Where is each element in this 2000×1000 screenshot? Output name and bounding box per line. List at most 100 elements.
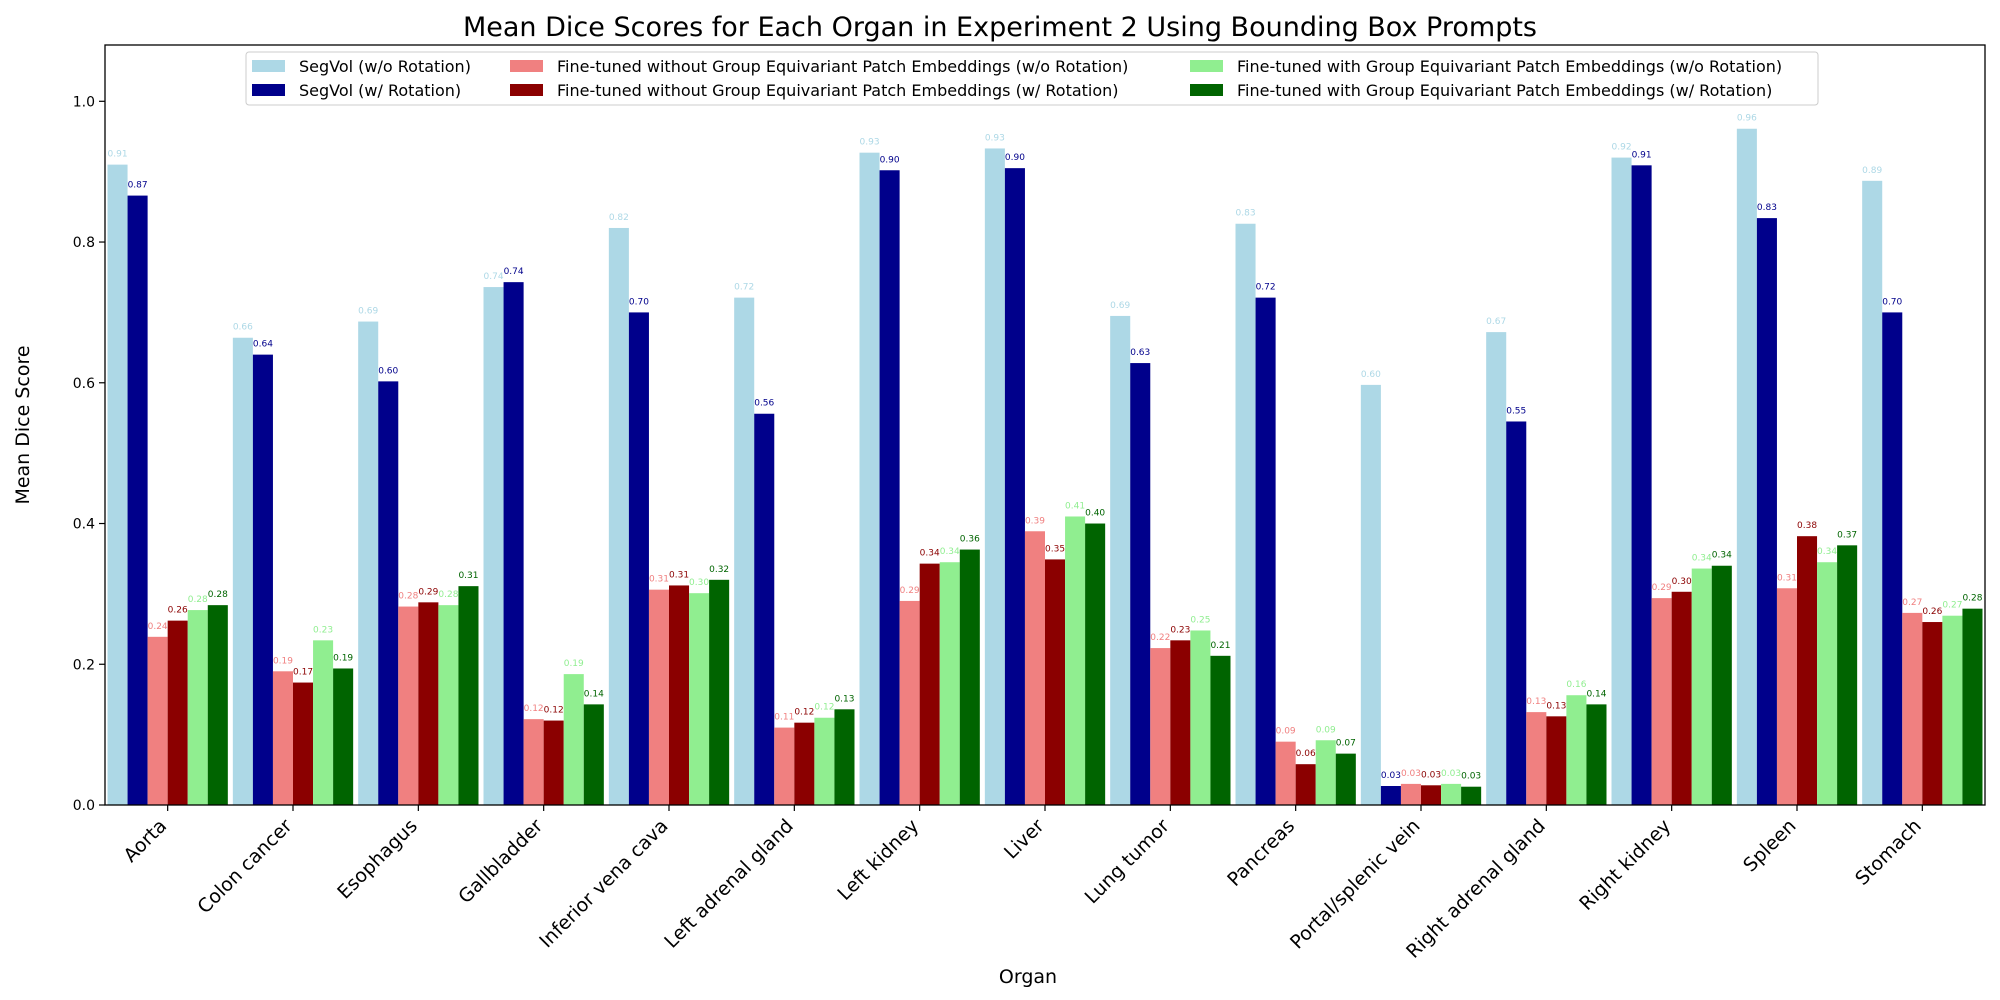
data-label: 0.24 <box>148 622 168 632</box>
bar <box>1691 568 1712 805</box>
bar <box>794 722 815 805</box>
bar <box>1942 615 1963 805</box>
bar <box>1461 786 1482 805</box>
data-label: 0.63 <box>1130 348 1150 358</box>
bar <box>313 640 334 805</box>
data-label: 0.36 <box>960 535 980 545</box>
bar <box>378 381 399 805</box>
y-tick-label: 1.0 <box>73 94 95 110</box>
data-label: 0.74 <box>504 267 524 277</box>
data-label: 0.91 <box>1632 150 1652 160</box>
bar <box>1295 764 1316 805</box>
data-label: 0.03 <box>1401 769 1421 779</box>
bar <box>418 602 439 805</box>
data-label: 0.21 <box>1210 641 1230 651</box>
bar <box>1130 363 1151 805</box>
data-label: 0.64 <box>253 340 273 350</box>
bar <box>523 719 544 805</box>
bar <box>543 720 564 805</box>
bar <box>1837 545 1858 805</box>
bar <box>899 600 920 805</box>
bar <box>1024 531 1045 805</box>
data-label: 0.89 <box>1862 166 1882 176</box>
x-tick-label: Spleen <box>1739 815 1800 876</box>
bar <box>984 148 1005 805</box>
data-label: 0.28 <box>208 590 228 600</box>
x-tick-label: Left adrenal gland <box>660 815 798 953</box>
data-label: 0.17 <box>293 668 313 678</box>
data-label: 0.72 <box>1256 283 1276 293</box>
bar <box>1235 223 1256 806</box>
x-tick-label: Liver <box>1000 815 1049 864</box>
bar <box>293 682 314 805</box>
legend-entry: Fine-tuned without Group Equivariant Pat… <box>557 81 1119 100</box>
bar <box>1882 312 1903 805</box>
bar <box>398 606 419 805</box>
data-label: 0.34 <box>1817 547 1837 557</box>
y-tick-label: 0.6 <box>73 376 95 392</box>
legend-swatch <box>1190 60 1223 72</box>
data-label: 0.34 <box>940 547 960 557</box>
data-label: 0.37 <box>1837 530 1857 540</box>
data-label: 0.09 <box>1316 725 1336 735</box>
data-label: 0.32 <box>709 565 729 575</box>
bar <box>1045 559 1066 805</box>
bar <box>1586 704 1607 805</box>
bar <box>1506 421 1527 805</box>
data-label: 0.34 <box>1692 554 1712 564</box>
bar <box>939 562 960 805</box>
data-label: 0.26 <box>1922 607 1942 617</box>
data-label: 0.70 <box>1882 297 1902 307</box>
data-label: 0.28 <box>398 592 418 602</box>
x-tick-label: Right adrenal gland <box>1402 815 1550 963</box>
bar <box>1335 753 1356 805</box>
data-label: 0.12 <box>544 706 564 716</box>
data-label: 0.16 <box>1566 680 1586 690</box>
data-label: 0.31 <box>649 575 669 585</box>
legend-swatch <box>252 84 285 96</box>
bar <box>107 164 128 805</box>
bar <box>1817 562 1838 805</box>
bar <box>709 579 730 805</box>
bar <box>1611 157 1632 805</box>
data-label: 0.13 <box>834 694 854 704</box>
data-label: 0.30 <box>689 578 709 588</box>
data-label: 0.30 <box>1672 577 1692 587</box>
data-label: 0.19 <box>333 653 353 663</box>
bar <box>1862 180 1883 805</box>
data-label: 0.69 <box>358 307 378 317</box>
data-label: 0.74 <box>484 272 504 282</box>
legend-entry: SegVol (w/o Rotation) <box>299 57 471 76</box>
data-label: 0.70 <box>629 297 649 307</box>
bar <box>563 674 584 805</box>
x-tick-label: Esophagus <box>333 815 422 904</box>
bar <box>1711 565 1732 805</box>
data-label: 0.34 <box>920 549 940 559</box>
data-label: 0.14 <box>584 689 604 699</box>
plot-frame <box>104 44 1986 806</box>
bar <box>734 297 755 805</box>
bar <box>1902 612 1923 805</box>
legend-entry: Fine-tuned with Group Equivariant Patch … <box>1237 81 1772 100</box>
data-label: 0.31 <box>458 571 478 581</box>
bar <box>1651 598 1672 805</box>
bar <box>583 704 604 805</box>
x-tick-label: Gallbladder <box>454 815 547 908</box>
data-label: 0.66 <box>233 323 253 333</box>
bar <box>1566 695 1587 805</box>
data-label: 0.03 <box>1381 771 1401 781</box>
bar <box>1255 297 1276 805</box>
bar <box>919 563 940 805</box>
bar <box>333 668 354 805</box>
bar <box>458 586 479 805</box>
bar <box>834 709 855 805</box>
bar <box>232 337 253 805</box>
x-tick-label: Lung tumor <box>1081 815 1174 908</box>
y-axis-label: Mean Dice Score <box>12 345 34 504</box>
data-label: 0.22 <box>1150 633 1170 643</box>
bar <box>1360 384 1381 805</box>
data-label: 0.87 <box>128 181 148 191</box>
bar <box>147 636 168 805</box>
data-label: 0.13 <box>1546 701 1566 711</box>
